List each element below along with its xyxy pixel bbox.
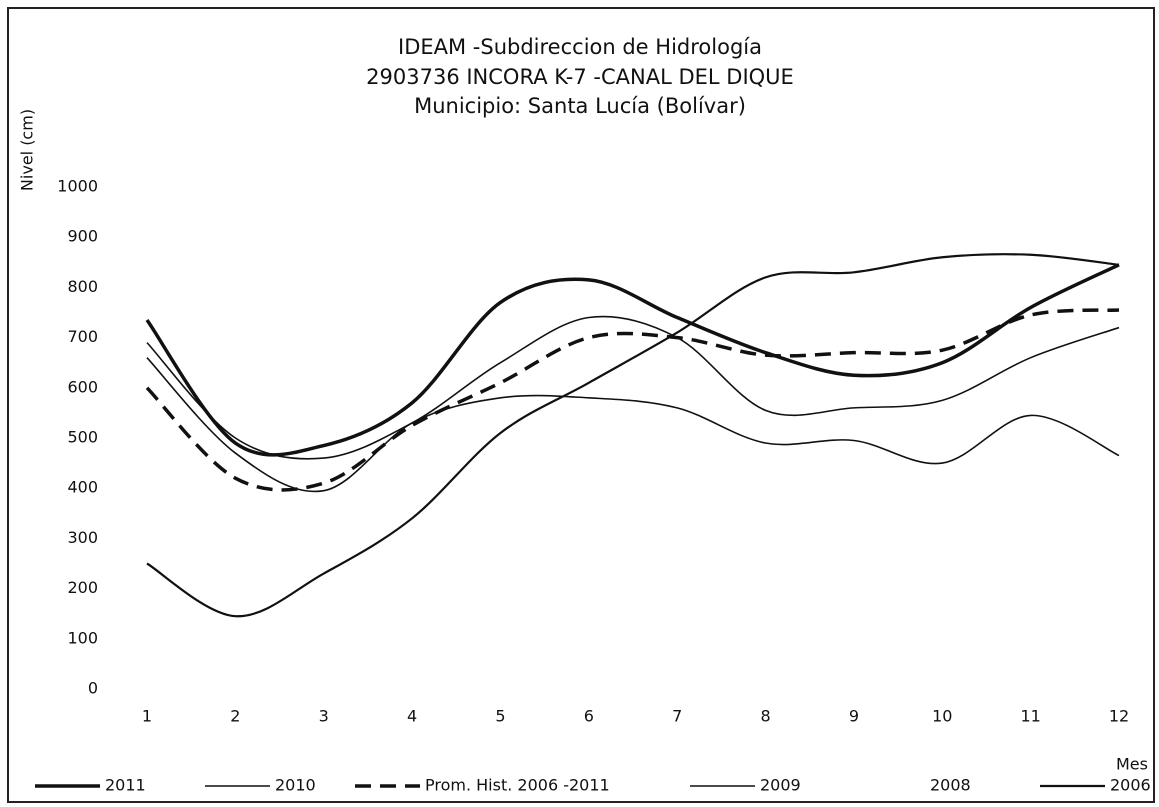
x-tick-label: 7 <box>672 707 682 726</box>
y-tick-label: 0 <box>88 679 98 698</box>
y-tick-label: 400 <box>67 478 98 497</box>
y-tick-label: 900 <box>67 227 98 246</box>
y-tick-label: 200 <box>67 578 98 597</box>
x-tick-label: 8 <box>760 707 770 726</box>
legend-label: 2006 <box>1110 776 1151 795</box>
x-tick-label: 3 <box>319 707 329 726</box>
x-tick-label: 2 <box>230 707 240 726</box>
x-tick-label: 10 <box>932 707 952 726</box>
legend-label: 2011 <box>105 776 146 795</box>
series-line <box>145 308 1120 492</box>
series-line <box>146 315 1120 460</box>
y-tick-label: 700 <box>67 327 98 346</box>
series-line <box>146 253 1120 618</box>
chart-title: Municipio: Santa Lucía (Bolívar) <box>414 94 746 118</box>
y-tick-label: 500 <box>67 428 98 447</box>
y-axis-label: Nivel (cm) <box>18 109 37 191</box>
series-line <box>146 357 1120 493</box>
x-axis-label: Mes <box>1116 755 1148 774</box>
x-tick-label: 9 <box>849 707 859 726</box>
y-tick-label: 1000 <box>57 177 98 196</box>
y-tick-label: 100 <box>67 628 98 647</box>
x-tick-label: 11 <box>1020 707 1040 726</box>
series-line <box>145 263 1120 457</box>
chart-title: IDEAM -Subdireccion de Hidrología <box>398 35 762 59</box>
x-tick-label: 12 <box>1109 707 1129 726</box>
x-tick-label: 4 <box>407 707 417 726</box>
x-tick-label: 5 <box>495 707 505 726</box>
y-tick-label: 300 <box>67 528 98 547</box>
legend-label: 2009 <box>760 776 801 795</box>
y-tick-label: 600 <box>67 377 98 396</box>
x-tick-label: 1 <box>142 707 152 726</box>
legend-label: 2010 <box>275 776 316 795</box>
legend-label: 2008 <box>930 776 971 795</box>
chart-title: 2903736 INCORA K-7 -CANAL DEL DIQUE <box>366 65 794 89</box>
legend-label: Prom. Hist. 2006 -2011 <box>425 776 610 795</box>
x-tick-label: 6 <box>584 707 594 726</box>
y-tick-label: 800 <box>67 277 98 296</box>
chart-border <box>7 7 1155 803</box>
